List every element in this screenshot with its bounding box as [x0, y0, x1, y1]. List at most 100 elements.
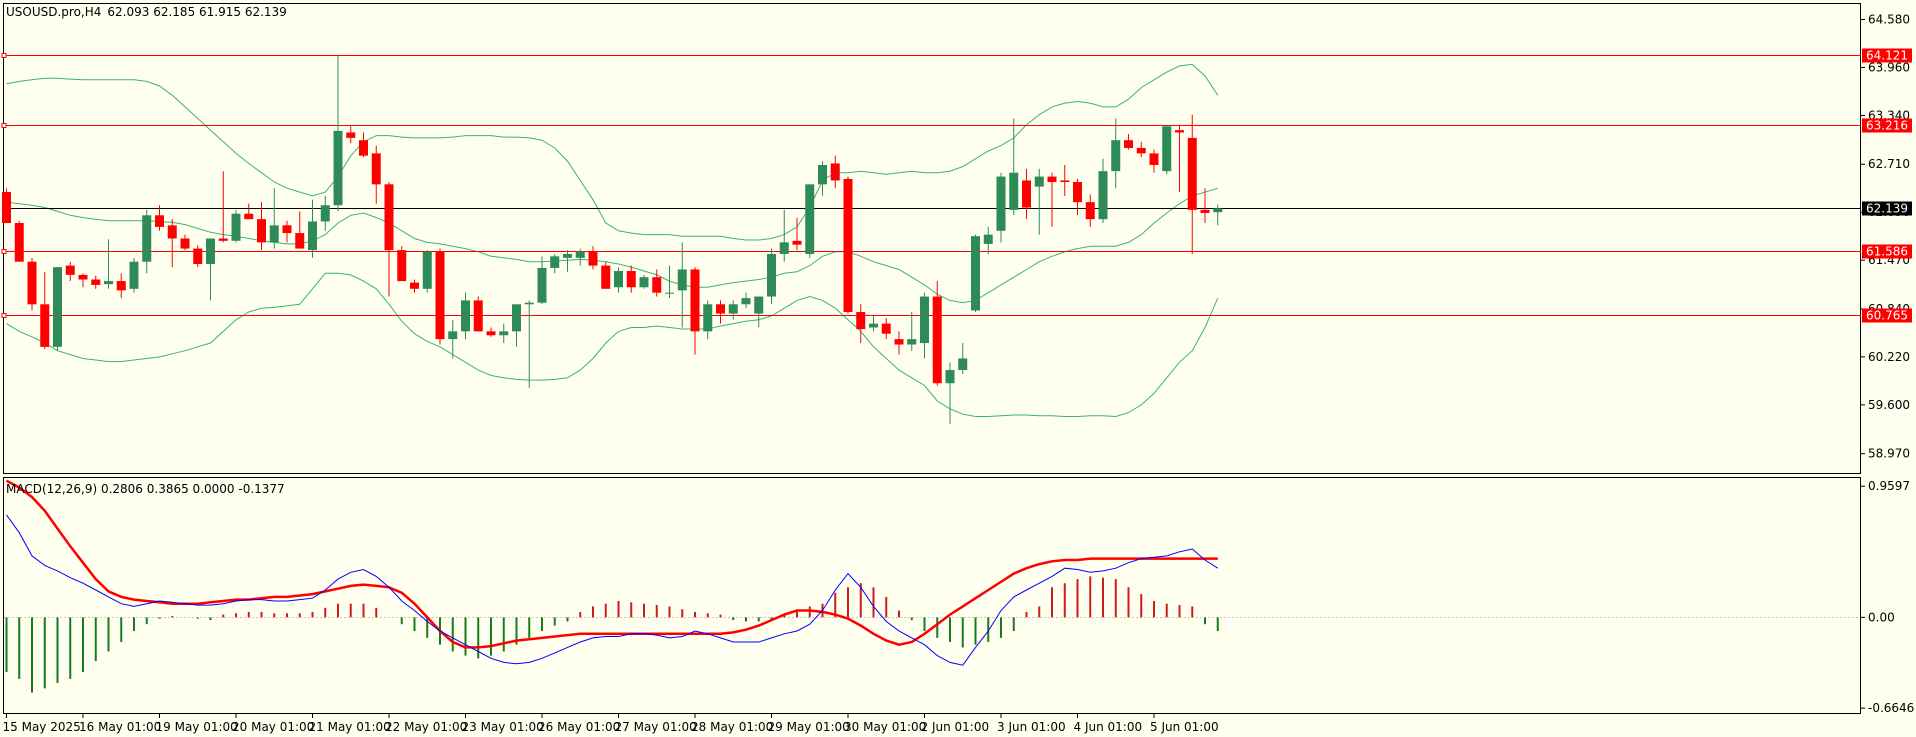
- candle: [129, 257, 139, 293]
- macd-lines: [5, 479, 1219, 666]
- line-price-tag: [1862, 244, 1912, 259]
- line-price-tag-label: 61.586: [1866, 245, 1908, 259]
- candle: [295, 211, 305, 249]
- candle: [14, 220, 24, 262]
- price-tick-label: 59.600: [1868, 398, 1910, 412]
- signal-line: [5, 479, 1218, 649]
- line-anchor: [1, 313, 7, 318]
- line-price-tag: [1862, 308, 1912, 323]
- candle: [907, 312, 917, 351]
- candle: [269, 188, 279, 249]
- candle: [767, 248, 776, 305]
- candle: [524, 300, 534, 388]
- candle: [550, 253, 560, 274]
- candle: [473, 296, 483, 332]
- candle: [639, 274, 649, 289]
- candle: [78, 273, 88, 288]
- candle: [116, 273, 126, 299]
- candle: [206, 238, 215, 301]
- price-pane[interactable]: [1, 53, 1861, 425]
- time-tick-label: 4 Jun 01:00: [1074, 720, 1143, 734]
- candle: [843, 176, 853, 314]
- candle: [167, 219, 177, 268]
- candles: [2, 55, 1223, 425]
- candle: [65, 261, 75, 282]
- candle: [1034, 168, 1044, 235]
- candle: [461, 292, 470, 340]
- line-price-tag-label: 64.121: [1866, 49, 1908, 63]
- time-tick-label: 5 Jun 01:00: [1150, 720, 1219, 734]
- candle: [971, 234, 980, 313]
- candle: [983, 226, 993, 254]
- price-tick-label: 62.710: [1868, 157, 1910, 171]
- line-price-tag: [1862, 118, 1912, 133]
- macd-label: MACD(12,26,9) 0.2806 0.3865 0.0000 -0.13…: [6, 482, 285, 496]
- candle: [601, 261, 611, 289]
- candle: [677, 242, 687, 328]
- candle: [792, 217, 802, 251]
- candle: [1060, 164, 1070, 196]
- price-tick-label: 58.970: [1868, 447, 1910, 461]
- candle: [40, 271, 50, 350]
- macd-tick-label: 0.00: [1868, 610, 1895, 624]
- band-lower: [6, 272, 1219, 418]
- candle: [779, 209, 789, 262]
- line-anchor: [1, 123, 7, 128]
- time-tick-label: 15 May 2025: [3, 720, 81, 734]
- candle: [499, 323, 509, 343]
- candle: [932, 281, 942, 386]
- bollinger-bands: [6, 63, 1219, 418]
- line-price-tag-label: 60.765: [1866, 309, 1908, 323]
- candle: [486, 327, 496, 337]
- time-tick-label: 26 May 01:00: [538, 720, 620, 734]
- candle: [384, 182, 394, 297]
- candle: [282, 220, 292, 243]
- candle: [180, 234, 190, 251]
- time-tick-label: 28 May 01:00: [691, 720, 773, 734]
- macd-line: [6, 514, 1219, 666]
- macd-axis: 0.9597 0.00 -0.6646: [1861, 479, 1914, 715]
- macd-pane-frame: [3, 477, 1861, 714]
- time-tick-label: 19 May 01:00: [156, 720, 238, 734]
- line-price-tag: [1862, 48, 1912, 63]
- current-price-tag-label: 62.139: [1866, 202, 1908, 216]
- candle: [346, 126, 356, 144]
- time-tick-label: 22 May 01:00: [385, 720, 467, 734]
- candle: [104, 239, 113, 289]
- candle: [1047, 172, 1057, 227]
- candle: [435, 248, 445, 345]
- candle: [1009, 118, 1019, 216]
- time-tick-label: 21 May 01:00: [309, 720, 391, 734]
- candle: [869, 315, 878, 332]
- candle: [371, 145, 381, 204]
- candle: [1213, 204, 1223, 226]
- candle: [422, 250, 432, 293]
- candle: [856, 304, 866, 343]
- price-pane-frame: [3, 3, 1861, 474]
- macd-pane[interactable]: [4, 479, 1860, 693]
- horizontal-lines: [1, 53, 1861, 318]
- time-tick-label: 23 May 01:00: [462, 720, 544, 734]
- time-tick-label: 20 May 01:00: [232, 720, 314, 734]
- candle: [665, 265, 674, 299]
- candle: [155, 205, 164, 231]
- macd-tick-label: 0.9597: [1868, 479, 1910, 493]
- band-middle: [6, 187, 1218, 304]
- candle: [830, 155, 840, 189]
- candle: [231, 209, 241, 243]
- candle: [1111, 118, 1121, 189]
- candle: [537, 256, 547, 305]
- candle: [333, 55, 343, 212]
- candle: [945, 362, 955, 425]
- candle: [53, 267, 62, 351]
- time-tick-label: 29 May 01:00: [768, 720, 850, 734]
- macd-histogram: [5, 576, 1219, 693]
- candle: [614, 267, 623, 293]
- candle: [881, 318, 891, 340]
- candle: [703, 300, 713, 340]
- candle: [1073, 178, 1082, 216]
- candle: [626, 265, 636, 293]
